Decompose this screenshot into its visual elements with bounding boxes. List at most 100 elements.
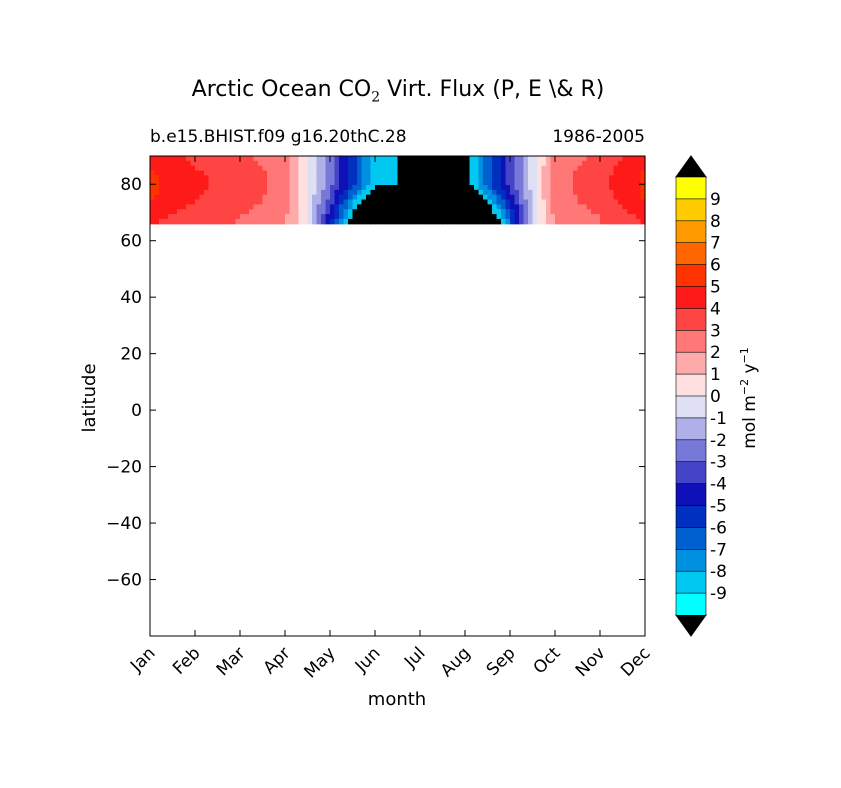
heatmap-cell: [204, 180, 210, 186]
heatmap-cell: [618, 185, 624, 191]
heatmap-cell: [276, 209, 282, 215]
heatmap-cell: [397, 165, 403, 172]
heatmap-cell: [375, 185, 381, 191]
heatmap-cell: [334, 170, 340, 176]
heatmap-cell: [523, 170, 529, 176]
heatmap-cell: [181, 185, 187, 191]
heatmap-cell: [316, 165, 322, 172]
heatmap-cell: [330, 165, 336, 172]
heatmap-cell: [600, 214, 606, 220]
heatmap-cell: [532, 165, 538, 172]
heatmap-cell: [334, 180, 340, 186]
heatmap-cell: [375, 180, 381, 186]
heatmap-cell: [640, 189, 646, 196]
heatmap-cell: [163, 194, 169, 201]
heatmap-cell: [276, 199, 282, 205]
heatmap-cell: [532, 218, 538, 225]
heatmap-cell: [357, 185, 363, 191]
heatmap-cell: [307, 199, 313, 205]
heatmap-cell: [636, 165, 642, 172]
heatmap-cell: [172, 175, 178, 181]
heatmap-cell: [352, 189, 358, 196]
heatmap-cell: [163, 175, 169, 181]
heatmap-cell: [537, 165, 543, 172]
heatmap-cell: [622, 160, 628, 167]
heatmap-cell: [420, 194, 426, 201]
heatmap-cell: [433, 185, 439, 191]
heatmap-cell: [298, 170, 304, 176]
heatmap-cell: [573, 199, 579, 205]
heatmap-cell: [420, 165, 426, 172]
heatmap-cell: [456, 180, 462, 186]
heatmap-cell: [222, 170, 228, 176]
heatmap-cell: [424, 185, 430, 191]
heatmap-cell: [375, 209, 381, 215]
heatmap-cell: [231, 180, 237, 186]
heatmap-cell: [163, 204, 169, 210]
heatmap-cell: [222, 175, 228, 181]
heatmap-cell: [429, 160, 435, 167]
heatmap-cell: [627, 160, 633, 167]
heatmap-cell: [204, 199, 210, 205]
heatmap-cell: [487, 180, 493, 186]
heatmap-cell: [618, 194, 624, 201]
heatmap-cell: [280, 185, 286, 191]
heatmap-cell: [190, 160, 196, 167]
heatmap-cell: [384, 204, 390, 210]
heatmap-cell: [640, 180, 646, 186]
heatmap-cell: [393, 204, 399, 210]
colorbar-segment: [675, 308, 707, 331]
heatmap-cell: [343, 160, 349, 167]
heatmap-cell: [519, 218, 525, 225]
heatmap-cell: [582, 156, 588, 162]
heatmap-cell: [195, 175, 201, 181]
heatmap-cell: [478, 175, 484, 181]
heatmap-cell: [600, 156, 606, 162]
heatmap-cell: [213, 180, 219, 186]
heatmap-cell: [415, 180, 421, 186]
heatmap-cell: [442, 165, 448, 172]
heatmap-cell: [460, 189, 466, 196]
heatmap-cell: [442, 170, 448, 176]
heatmap-cell: [600, 194, 606, 201]
heatmap-cell: [582, 165, 588, 172]
colorbar-segment: [675, 570, 707, 594]
heatmap-cell: [253, 156, 259, 162]
heatmap-cell: [235, 194, 241, 201]
heatmap-cell: [150, 204, 156, 210]
heatmap-cell: [285, 194, 291, 201]
heatmap-cell: [244, 189, 250, 196]
heatmap-cell: [186, 199, 192, 205]
heatmap-cell: [519, 175, 525, 181]
heatmap-cell: [537, 189, 543, 196]
heatmap-cell: [334, 165, 340, 172]
heatmap-cell: [586, 175, 592, 181]
heatmap-cell: [352, 214, 358, 220]
heatmap-cell: [595, 194, 601, 201]
heatmap-cell: [564, 218, 570, 225]
heatmap-cell: [303, 165, 309, 172]
heatmap-cell: [559, 194, 565, 201]
heatmap-cell: [226, 209, 232, 215]
heatmap-cell: [384, 214, 390, 220]
heatmap-cell: [339, 156, 345, 162]
heatmap-cell: [240, 209, 246, 215]
heatmap-cell: [519, 199, 525, 205]
heatmap-cell: [627, 209, 633, 215]
heatmap-cell: [379, 214, 385, 220]
heatmap-cell: [636, 189, 642, 196]
heatmap-cell: [469, 180, 475, 186]
heatmap-cell: [618, 175, 624, 181]
heatmap-cell: [352, 160, 358, 167]
heatmap-cell: [352, 170, 358, 176]
heatmap-cell: [600, 170, 606, 176]
heatmap-cell: [519, 214, 525, 220]
heatmap-cell: [532, 194, 538, 201]
heatmap-cell: [532, 156, 538, 162]
heatmap-cell: [447, 156, 453, 162]
heatmap-cell: [582, 209, 588, 215]
heatmap-cell: [631, 160, 637, 167]
heatmap-cell: [402, 156, 408, 162]
heatmap-cell: [213, 189, 219, 196]
heatmap-cell: [271, 189, 277, 196]
